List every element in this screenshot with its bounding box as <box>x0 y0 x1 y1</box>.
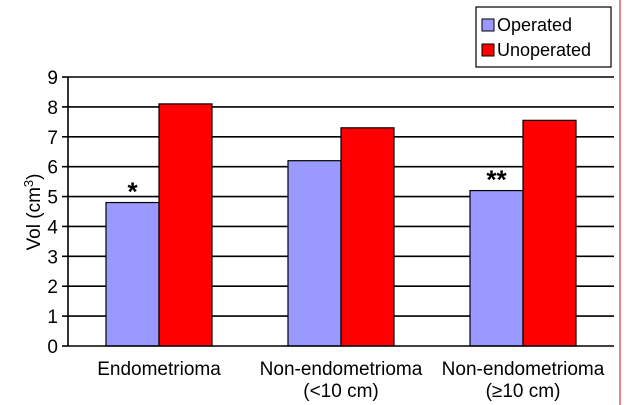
bars <box>105 103 577 347</box>
y-tick-label: 0 <box>47 337 58 358</box>
y-tick-label: 4 <box>47 217 58 238</box>
category-label: (≥10 cm) <box>486 381 561 402</box>
legend-label: Operated <box>497 15 572 35</box>
legend-box <box>475 6 612 68</box>
y-axis-label: Vol (cm3) <box>21 174 45 251</box>
y-tick-label: 2 <box>47 277 58 298</box>
y-tick-label: 5 <box>47 188 58 209</box>
y-tick-labels: 0 1 2 3 4 5 6 7 8 9 <box>47 68 58 358</box>
category-label: Endometrioma <box>97 359 221 380</box>
annotations: * ** <box>127 165 507 207</box>
legend: Operated Unoperated <box>475 6 612 68</box>
category-label: (<10 cm) <box>303 381 379 402</box>
category-label: Non-endometrioma <box>260 359 423 380</box>
y-tick-label: 6 <box>47 158 58 179</box>
bar-unoperated <box>522 119 577 347</box>
y-tick-label: 7 <box>47 128 58 149</box>
y-tick-label: 8 <box>47 98 58 119</box>
bar-operated <box>469 189 524 347</box>
bar-operated <box>287 160 342 347</box>
y-tick-label: 9 <box>47 68 58 89</box>
bar-unoperated <box>340 127 395 347</box>
category-label: Non-endometrioma <box>442 359 605 380</box>
y-tick-label: 1 <box>47 307 58 328</box>
significance-marker: * <box>127 177 138 207</box>
significance-marker: ** <box>486 165 507 195</box>
legend-swatch <box>481 43 495 57</box>
category-labels: Endometrioma Non-endometrioma(<10 cm)Non-… <box>97 359 605 402</box>
y-tick-label: 3 <box>47 247 58 268</box>
legend-swatch <box>481 18 495 32</box>
bar-unoperated <box>158 103 213 347</box>
legend-label: Unoperated <box>497 40 591 60</box>
bar-operated <box>105 201 160 347</box>
axes <box>62 76 614 347</box>
